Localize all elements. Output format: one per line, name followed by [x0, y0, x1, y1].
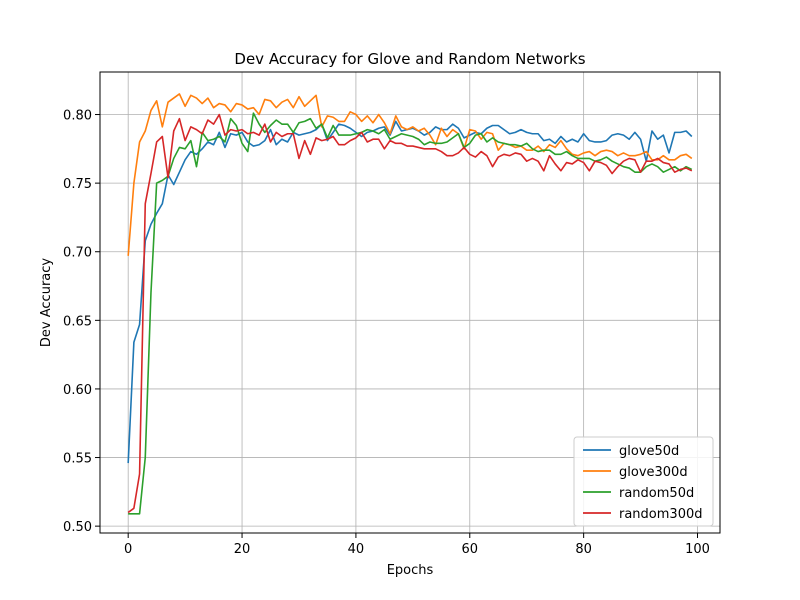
y-tick-label: 0.50 [63, 520, 92, 535]
legend: glove50d glove300d random50d random300d [573, 436, 714, 527]
x-tick-label: 20 [234, 542, 251, 557]
series-line-random300d [127, 113, 693, 514]
grid-lines [100, 72, 720, 533]
y-tick-label: 0.55 [63, 452, 92, 467]
legend-label-glove50d: glove50d [619, 444, 679, 459]
series-lines [127, 93, 693, 515]
x-tick-label: 80 [575, 542, 592, 557]
plot-frame [99, 71, 721, 534]
legend-label-random50d: random50d [619, 486, 694, 501]
x-tick-label: 60 [462, 542, 479, 557]
y-tick-label: 0.75 [63, 177, 92, 192]
y-axis-ticks: 0.50 0.55 0.60 0.65 0.70 0.75 0.80 [63, 109, 100, 535]
x-tick-label: 100 [685, 542, 710, 557]
legend-box [573, 436, 714, 527]
y-tick-label: 0.70 [63, 246, 92, 261]
legend-label-random300d: random300d [619, 507, 702, 522]
y-tick-label: 0.65 [63, 314, 92, 329]
x-tick-label: 0 [124, 542, 132, 557]
legend-label-glove300d: glove300d [619, 465, 688, 480]
y-tick-label: 0.60 [63, 383, 92, 398]
y-tick-label: 0.80 [63, 109, 92, 124]
x-axis-title: Epochs [387, 563, 434, 578]
y-axis-title: Dev Accuracy [39, 258, 54, 347]
x-axis-ticks: 0 20 40 60 80 100 [124, 533, 710, 557]
chart-title: Dev Accuracy for Glove and Random Networ… [234, 50, 585, 68]
x-tick-label: 40 [348, 542, 365, 557]
series-line-random50d [128, 112, 693, 515]
series-line-glove300d [127, 93, 693, 256]
series-line-glove50d [127, 120, 693, 464]
